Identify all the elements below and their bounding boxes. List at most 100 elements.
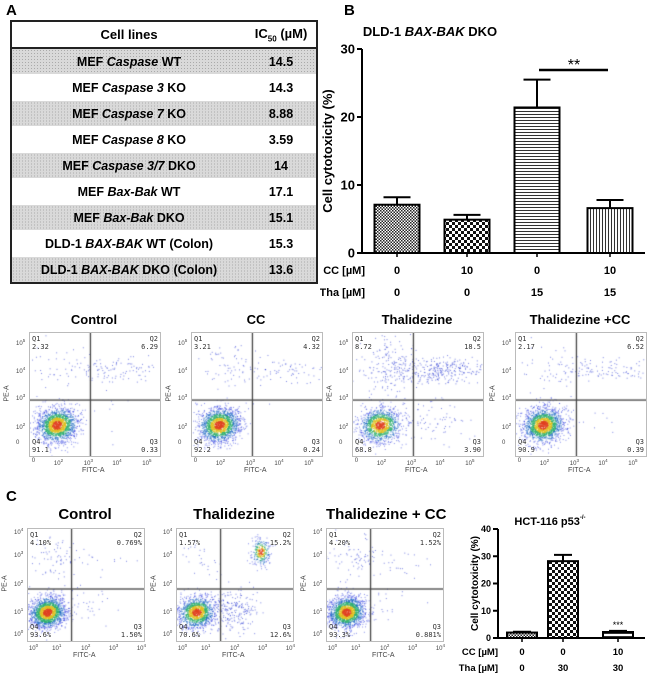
x-tick-label: 103 — [258, 643, 268, 652]
x-tick-label: 104 — [598, 458, 608, 467]
x-tick-label: 100 — [177, 643, 188, 652]
x-axis-label: FITC-A — [73, 652, 96, 659]
row-label-cc: CC [µM] — [462, 647, 498, 658]
x-tick-label: 102 — [53, 458, 64, 467]
flow-plot-title: Thalidezine — [193, 506, 275, 523]
x-tick-label: 105 — [304, 458, 314, 467]
row-label-tha: Tha [µM] — [459, 663, 498, 674]
ic50-value: 17.1 — [246, 178, 317, 205]
x-axis-label: FITC-A — [244, 467, 267, 474]
y-tick-label: 40 — [481, 524, 491, 534]
header-ic50: IC50 (µM) — [246, 20, 317, 49]
flow-cytometry-plot: Q1 1.57% Q2 15.2% Q4 70.6% Q3 12.6% — [176, 528, 294, 642]
x-axis-label: FITC-A — [82, 467, 105, 474]
flow-plot-title: Thalidezine +CC — [529, 312, 631, 327]
event-density — [30, 333, 160, 456]
quadrant-label-q1: Q1 3.21 — [194, 335, 211, 351]
quadrant-label-q2: Q2 6.29 — [141, 335, 158, 351]
y-tick-label: 101 — [163, 607, 173, 616]
flow-plot-title: Control — [58, 506, 112, 523]
y-tick-label: 20 — [341, 110, 355, 125]
y-tick-label: 105 — [16, 338, 26, 348]
flow-plot-title: Thalidezine + CC — [326, 506, 447, 523]
quadrant-label-q3: Q3 12.6% — [269, 623, 291, 639]
table-row: MEF Caspase 3/7 DKO 14 — [11, 152, 317, 179]
y-tick-label: 102 — [313, 579, 323, 588]
ic50-value: 14.5 — [246, 47, 317, 75]
quadrant-label-q2: Q2 0.769% — [116, 531, 142, 547]
table-row: DLD-1 BAX-BAK WT (Colon) 15.3 — [11, 230, 317, 257]
y-tick-label: 102 — [163, 579, 173, 588]
cell-line: MEF Caspase 8 KO — [11, 126, 247, 153]
x-tick-label: 0 — [193, 458, 198, 464]
bar — [513, 106, 561, 255]
ic50-value: 14.3 — [246, 74, 317, 101]
panel-label-c: C — [6, 488, 17, 505]
event-density — [516, 333, 646, 456]
y-tick-label: 100 — [313, 629, 323, 639]
flow-plot-title: Control — [70, 312, 118, 327]
quadrant-label-q1: Q1 8.72 — [355, 335, 372, 351]
ic50-table: Cell lines IC50 (µM) MEF Caspase WT 14.5 M… — [10, 20, 318, 284]
x-tick-label: 0 — [31, 458, 36, 464]
panel-label-b: B — [344, 2, 355, 19]
flow-cytometry-plot: Q1 8.72 Q2 18.5 Q4 68.8 Q3 3.90 — [352, 332, 484, 457]
y-tick-label: 100 — [14, 629, 24, 639]
bar — [373, 203, 421, 254]
ic50-value: 8.88 — [246, 100, 317, 127]
x-tick-label: 101 — [351, 643, 361, 652]
event-density — [177, 529, 293, 641]
y-tick-label: 103 — [16, 393, 26, 403]
y-tick-label: 102 — [14, 579, 24, 588]
cell-line: MEF Caspase 7 KO — [11, 100, 247, 127]
cell-line: MEF Bax-Bak DKO — [11, 204, 247, 231]
tha-dose-label: 30 — [558, 663, 569, 674]
bar — [586, 207, 634, 254]
y-tick-label: 0 — [502, 440, 506, 447]
ic50-value: 13.6 — [246, 256, 317, 283]
x-tick-label: 104 — [136, 643, 147, 652]
flow-plot-title: Thalidezine — [381, 312, 453, 327]
x-tick-label: 104 — [112, 458, 122, 467]
tha-dose-label: 15 — [531, 287, 543, 299]
y-axis-label: Cell cytotoxicity (%) — [320, 89, 335, 213]
x-tick-label: 102 — [539, 458, 550, 467]
event-density — [327, 529, 443, 641]
y-tick-label: 104 — [178, 366, 188, 376]
y-tick-label: 0 — [348, 246, 355, 261]
y-tick-label: 101 — [313, 607, 323, 616]
y-tick-label: 103 — [163, 549, 173, 559]
y-tick-label: 102 — [178, 421, 188, 431]
cell-line: MEF Caspase 3 KO — [11, 74, 247, 101]
bar — [506, 631, 538, 640]
y-tick-label: 103 — [14, 549, 24, 559]
y-tick-label: 102 — [502, 421, 512, 431]
cc-dose-label: 0 — [560, 647, 565, 658]
x-tick-label: 103 — [245, 458, 255, 467]
y-tick-label: 101 — [14, 607, 24, 616]
quadrant-label-q2: Q2 15.2% — [269, 531, 291, 547]
y-tick-label: 105 — [178, 338, 188, 348]
x-tick-label: 104 — [435, 643, 446, 652]
ic50-value: 15.1 — [246, 204, 317, 231]
header-cell-lines: Cell lines — [11, 20, 247, 49]
cc-dose-label: 10 — [604, 265, 616, 277]
quadrant-label-q1: Q1 2.32 — [32, 335, 49, 351]
table-row: MEF Bax-Bak DKO 15.1 — [11, 204, 317, 231]
y-tick-label: 102 — [339, 421, 349, 431]
table-row: DLD-1 BAX-BAK DKO (Colon) 13.6 — [11, 256, 317, 283]
y-axis-label: PE-A — [300, 575, 308, 592]
significance-marker: *** — [613, 620, 624, 630]
quadrant-label-q3: Q3 3.90 — [464, 438, 481, 454]
cc-dose-label: 0 — [394, 265, 400, 277]
ic50-value: 14 — [246, 152, 317, 179]
y-tick-label: 20 — [481, 579, 491, 589]
x-tick-label: 102 — [81, 643, 91, 652]
x-tick-label: 102 — [215, 458, 226, 467]
quadrant-label-q1: Q1 4.10% — [30, 531, 52, 547]
chart-title: DLD-1 BAX-BAK DKO — [363, 24, 497, 39]
quadrant-label-q1: Q1 1.57% — [179, 531, 201, 547]
x-tick-label: 104 — [285, 643, 296, 652]
ic50-value: 3.59 — [246, 126, 317, 153]
